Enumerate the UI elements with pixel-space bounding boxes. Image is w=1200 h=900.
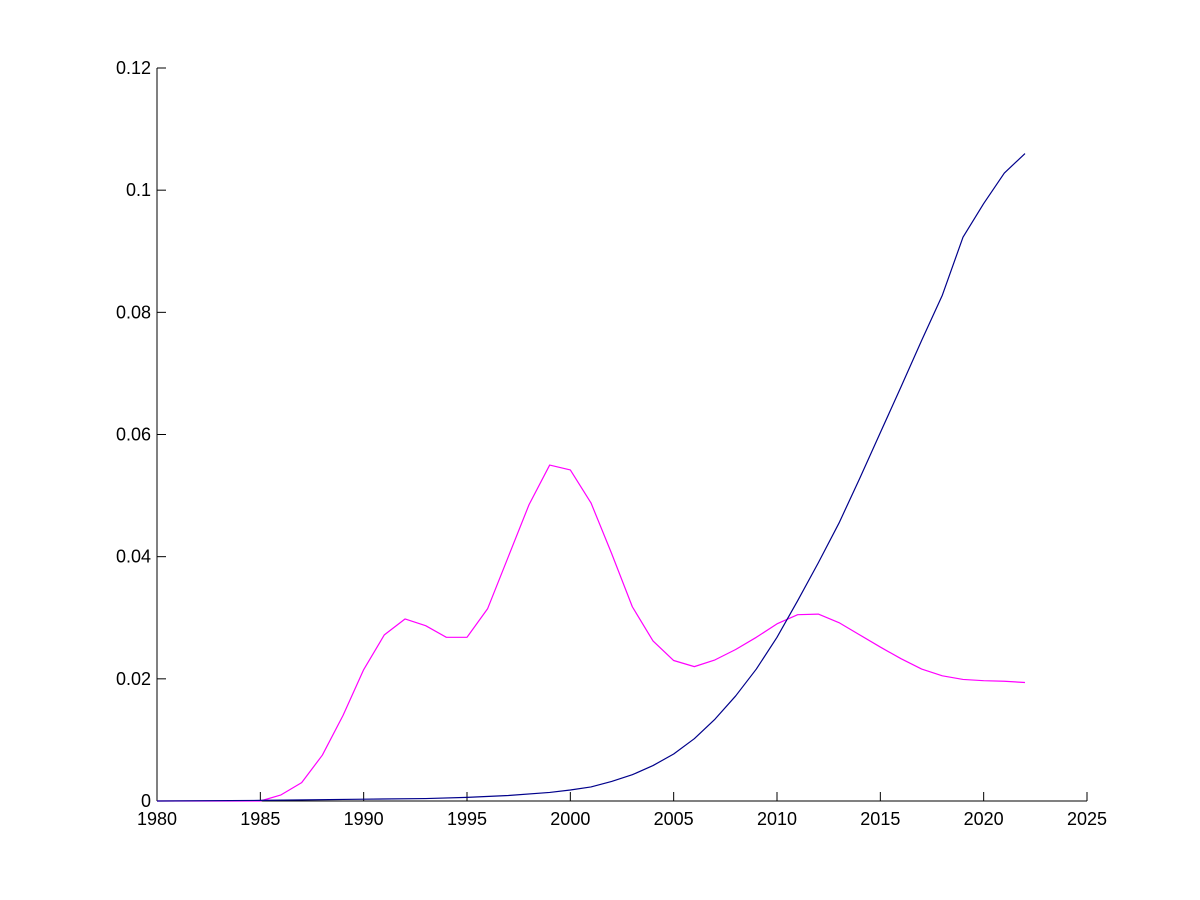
x-tick-label: 1995 — [447, 809, 487, 829]
x-tick-label: 2010 — [757, 809, 797, 829]
series-line-2 — [156, 153, 1026, 802]
x-tick-label: 2000 — [550, 809, 590, 829]
series-line-1 — [157, 464, 1026, 802]
x-tick-label: 1980 — [137, 809, 177, 829]
x-tick-label: 1985 — [240, 809, 280, 829]
x-tick-label: 2025 — [1067, 809, 1107, 829]
y-tick-label: 0.02 — [116, 669, 151, 689]
series-layer — [156, 153, 1026, 802]
y-tick-label: 0.04 — [116, 547, 151, 567]
y-tick-label: 0.08 — [116, 302, 151, 322]
x-tick-label: 1990 — [344, 809, 384, 829]
x-tick-label: 2020 — [964, 809, 1004, 829]
axes: 1980 1985 1990 1995 2000 2005 2010 2015 2020 2025… — [116, 58, 1107, 829]
x-tick-label: 2005 — [654, 809, 694, 829]
x-tick-label: 2015 — [860, 809, 900, 829]
y-tick-label: 0 — [141, 791, 151, 811]
y-tick-label: 0.12 — [116, 58, 151, 78]
y-tick-label: 0.1 — [126, 180, 151, 200]
y-tick-label: 0.06 — [116, 425, 151, 445]
